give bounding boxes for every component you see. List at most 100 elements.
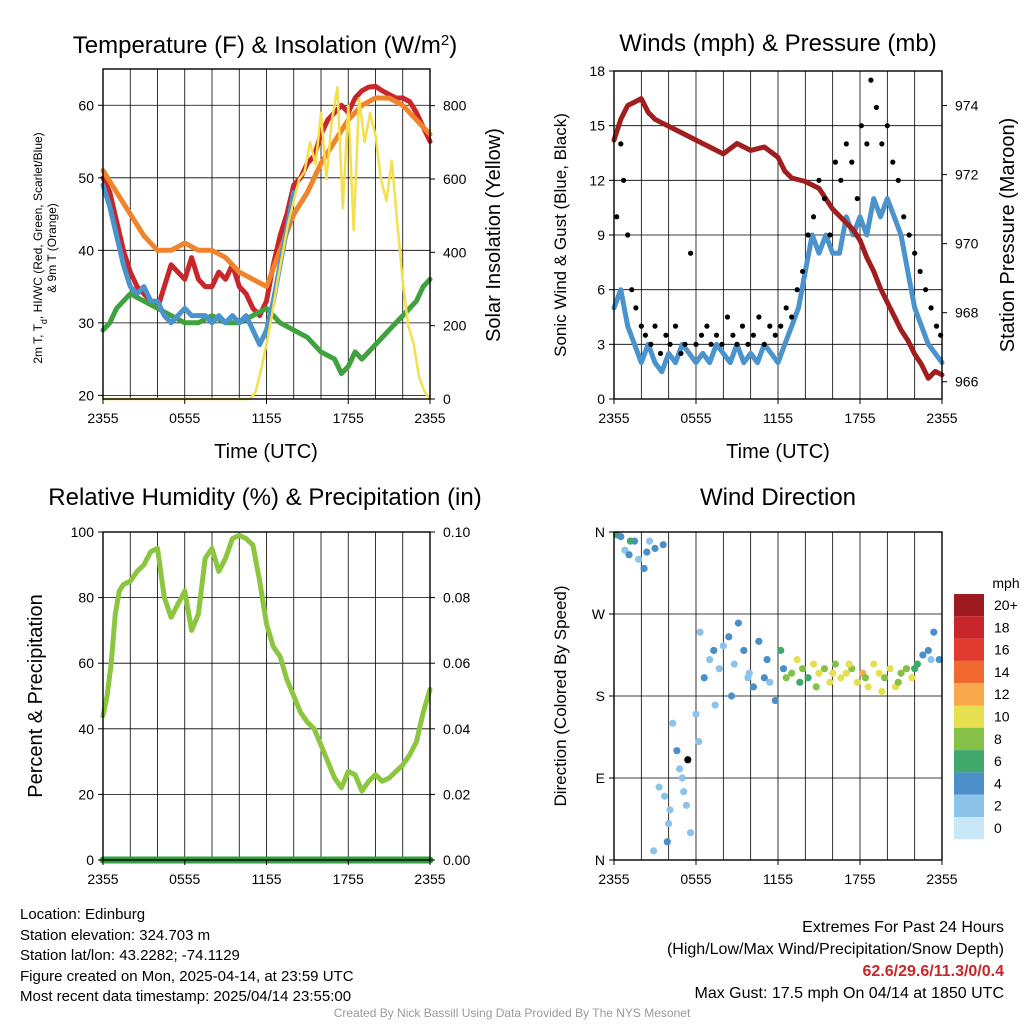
y-tick-label: 40 xyxy=(78,721,94,737)
direction-point xyxy=(886,665,894,673)
gust-point xyxy=(614,214,620,220)
x-tick-label: 2355 xyxy=(598,410,629,426)
extremes-subtitle: (High/Low/Max Wind/Precipitation/Snow De… xyxy=(666,941,1004,958)
x-tick-label: 1155 xyxy=(763,871,793,887)
y2-tick-label: 966 xyxy=(955,374,979,390)
direction-point xyxy=(749,683,758,691)
direction-point xyxy=(845,660,853,668)
plot-frame xyxy=(613,70,943,400)
y2-tick-label: 0.00 xyxy=(443,852,470,868)
direction-point xyxy=(777,646,785,655)
direction-point xyxy=(643,548,651,556)
direction-point xyxy=(665,819,673,828)
pressure-series-line xyxy=(611,96,945,381)
station-location: Location: Edinburg xyxy=(20,906,146,923)
x-tick-label: 1755 xyxy=(333,871,364,887)
y-tick-label: 9 xyxy=(597,227,605,243)
gust-point xyxy=(858,123,864,129)
gust-point xyxy=(879,141,885,147)
y2-tick-label: 0.10 xyxy=(443,524,470,540)
gust-point xyxy=(693,341,699,347)
y2-tick-label: 0 xyxy=(443,391,451,407)
legend-label: 16 xyxy=(994,642,1010,658)
y-tick-label: 0 xyxy=(86,852,94,868)
direction-point xyxy=(696,628,704,636)
direction-point xyxy=(695,737,703,746)
y2-tick-label: 0.08 xyxy=(443,590,470,606)
x-tick-label: 2355 xyxy=(87,410,118,426)
gust-point xyxy=(625,232,631,238)
gust-point xyxy=(827,232,833,238)
direction-point xyxy=(837,674,845,682)
direction-point xyxy=(870,660,878,668)
x-tick-label: 1155 xyxy=(251,871,281,887)
direction-point xyxy=(820,665,829,673)
temperature-panel: Temperature (F) & Insolation (W/m2) 20 30… xyxy=(31,32,505,464)
direction-point xyxy=(908,674,916,682)
legend-swatch xyxy=(954,638,984,661)
direction-point xyxy=(730,660,738,668)
direction-point xyxy=(669,719,677,727)
extremes-title: Extremes For Past 24 Hours xyxy=(802,919,1004,936)
direction-point xyxy=(692,710,700,718)
y-tick-label: 3 xyxy=(597,336,605,352)
y2-tick-label: 0.06 xyxy=(443,655,470,671)
gust-point xyxy=(933,323,940,329)
gust-point xyxy=(667,341,673,347)
extremes-box: Extremes For Past 24 Hours (High/Low/Max… xyxy=(667,917,1004,1005)
gust-point xyxy=(873,104,880,111)
legend-swatch xyxy=(954,683,984,706)
x-tick-label: 1755 xyxy=(333,410,364,426)
gust-point xyxy=(704,323,710,329)
direction-point xyxy=(635,555,643,563)
gust-point xyxy=(890,159,896,165)
gust-point xyxy=(682,341,688,347)
direction-point xyxy=(935,655,943,664)
direction-point xyxy=(793,655,801,664)
gust-point xyxy=(756,314,762,320)
x-tick-label: 2355 xyxy=(926,410,957,426)
dewpoint-series-line xyxy=(100,276,433,377)
y2-tick-label: 974 xyxy=(955,98,979,114)
direction-point xyxy=(894,678,902,686)
direction-point xyxy=(651,544,659,553)
gust-point xyxy=(772,332,778,338)
gust-point xyxy=(663,332,669,338)
y-tick-label: N xyxy=(595,852,605,868)
direction-point xyxy=(663,838,671,846)
legend-label: 4 xyxy=(994,775,1002,791)
direction-point xyxy=(684,756,692,764)
legend-swatch xyxy=(954,705,984,728)
direction-point xyxy=(725,633,733,641)
y-tick-label: 30 xyxy=(78,315,94,331)
gust-point xyxy=(917,268,923,275)
direction-point xyxy=(660,792,669,800)
gust-point xyxy=(895,177,901,183)
x-tick-label: 1155 xyxy=(763,410,793,426)
gust-point xyxy=(805,232,811,238)
plot-frame xyxy=(613,531,943,861)
winds-xlabel: Time (UTC) xyxy=(726,441,830,463)
gust-point xyxy=(868,77,874,83)
y2-tick-label: 600 xyxy=(443,171,467,187)
legend-label: 2 xyxy=(994,798,1002,814)
max-gust: Max Gust: 17.5 mph On 04/14 at 1850 UTC xyxy=(694,985,1005,1002)
plot-frame xyxy=(102,68,431,400)
winds-ylabel: Sonic Wind & Gust (Blue, Black) xyxy=(551,113,570,357)
direction-point xyxy=(744,674,752,682)
direction-point xyxy=(682,801,691,809)
speed-legend: mph 20+ 18 16 14 12 10 8 6 4 2 0 xyxy=(954,575,1020,840)
direction-panel: Wind Direction N E S W N 2355 0555 1155 1755 2355… xyxy=(551,484,1020,887)
gust-point xyxy=(761,341,767,347)
gust-point xyxy=(739,323,746,329)
direction-point xyxy=(640,564,648,573)
winds-panel: Winds (mph) & Pressure (mb) 0 3 6 9 12 15 18 96… xyxy=(551,30,1019,463)
gust-point xyxy=(810,214,817,220)
gust-point xyxy=(687,250,694,256)
gust-point xyxy=(783,305,789,311)
y-tick-label: 60 xyxy=(78,97,94,113)
temperature-panel-title: Temperature (F) & Insolation (W/m2) xyxy=(73,32,457,60)
legend-label: 6 xyxy=(994,753,1002,769)
direction-point xyxy=(666,806,674,814)
x-tick-label: 1155 xyxy=(251,410,281,426)
